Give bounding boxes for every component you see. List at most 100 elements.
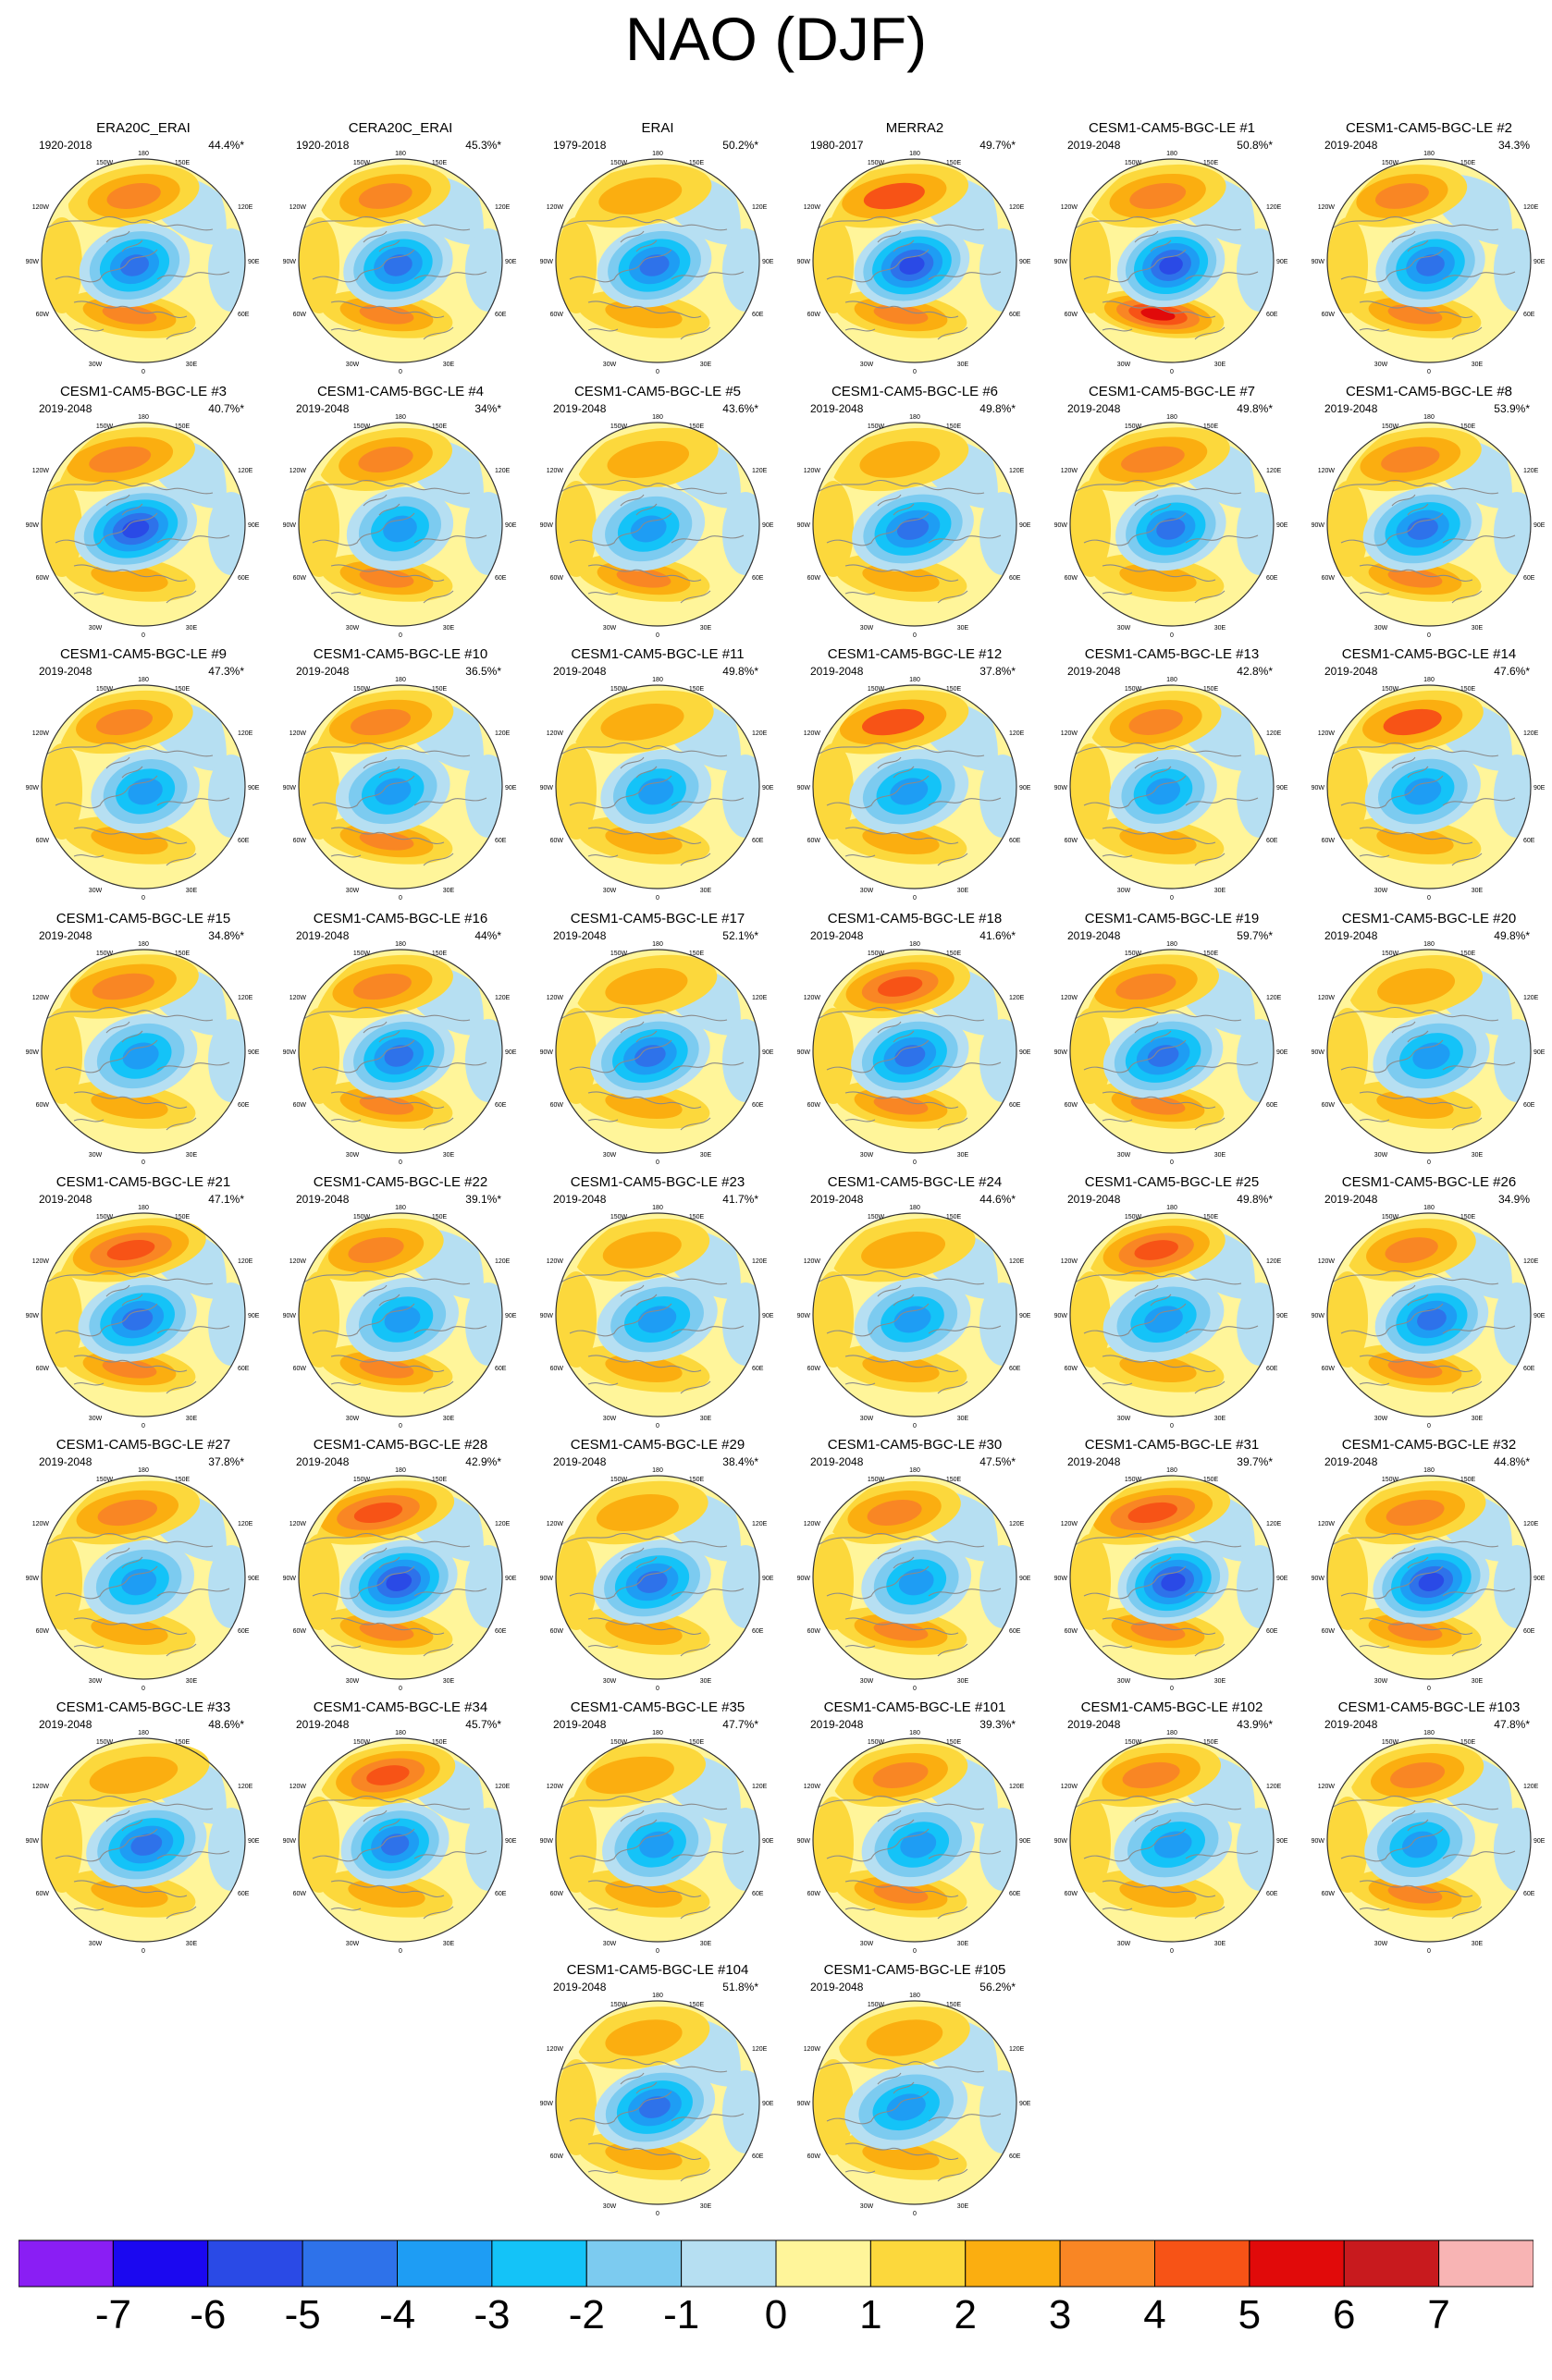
longitude-label: 180	[909, 414, 920, 421]
longitude-label: 90E	[1019, 2101, 1031, 2107]
longitude-label: 30E	[957, 362, 969, 368]
longitude-label: 90E	[1019, 1576, 1031, 1582]
longitude-label: 90E	[1019, 259, 1031, 265]
longitude-label: 90E	[1276, 522, 1288, 529]
longitude-label: 60E	[495, 312, 507, 318]
longitude-label: 150W	[1125, 423, 1142, 430]
longitude-label: 150E	[689, 686, 705, 693]
panel-variance-explained: 37.8%*	[979, 665, 1016, 678]
panel-period: 2019-2048	[1067, 1193, 1121, 1206]
longitude-label: 150E	[175, 423, 191, 430]
panel-period: 2019-2048	[1067, 139, 1121, 152]
longitude-label: 120W	[804, 1258, 821, 1265]
longitude-label: 120E	[1523, 995, 1539, 1001]
panel-period: 2019-2048	[1067, 665, 1121, 678]
longitude-label: 30W	[346, 888, 360, 894]
longitude-label: 150W	[868, 1739, 885, 1746]
longitude-label: 30E	[1214, 888, 1226, 894]
longitude-label: 60W	[807, 1891, 821, 1897]
longitude-label: 90E	[762, 785, 774, 791]
longitude-label: 150E	[432, 686, 448, 693]
panel-period: 2019-2048	[553, 929, 607, 942]
longitude-label: 60E	[1523, 312, 1535, 318]
longitude-label: 30E	[957, 1416, 969, 1422]
panel-variance-explained: 34.8%*	[208, 929, 244, 942]
longitude-label: 120W	[804, 1521, 821, 1527]
polar-stereographic-map: 180 150W 150E 120W 120E 90W 90E 60W 60E 30W 30E 0	[1312, 151, 1546, 375]
map-panel: 180 150W 150E 120W 120E 90W 90E 60W 60E 30W 30E 0 CE…	[1047, 384, 1297, 644]
longitude-label: 60E	[1266, 575, 1278, 582]
panel-period: 2019-2048	[39, 1718, 92, 1731]
longitude-label: 60E	[1523, 1628, 1535, 1635]
longitude-label: 120E	[752, 1521, 768, 1527]
polar-stereographic-map: 180 150W 150E 120W 120E 90W 90E 60W 60E 30W 30E 0	[797, 1467, 1031, 1692]
polar-stereographic-map: 180 150W 150E 120W 120E 90W 90E 60W 60E 30W 30E 0	[1054, 414, 1288, 639]
panel-period: 2019-2048	[296, 1193, 350, 1206]
longitude-label: 60W	[293, 1366, 307, 1372]
longitude-label: 120E	[238, 468, 253, 474]
longitude-label: 60E	[1009, 1891, 1021, 1897]
panel-variance-explained: 44%*	[474, 929, 501, 942]
panel-title: CESM1-CAM5-BGC-LE #104	[566, 1962, 749, 1978]
panel-period: 2019-2048	[1067, 1718, 1121, 1731]
polar-stereographic-map: 180 150W 150E 120W 120E 90W 90E 60W 60E 30W 30E 0	[540, 151, 774, 375]
longitude-label: 30W	[1374, 1416, 1388, 1422]
longitude-label: 30W	[1374, 888, 1388, 894]
panel-title: CESM1-CAM5-BGC-LE #30	[827, 1437, 1003, 1453]
longitude-label: 120E	[1523, 204, 1539, 211]
longitude-label: 150E	[175, 686, 191, 693]
panel-period: 2019-2048	[810, 929, 864, 942]
longitude-label: 150W	[868, 1214, 885, 1221]
panel-period: 2019-2048	[810, 1193, 864, 1206]
longitude-label: 180	[395, 1467, 406, 1474]
longitude-label: 180	[652, 1730, 663, 1736]
colorbar-box	[681, 2239, 777, 2288]
longitude-label: 0	[399, 1423, 402, 1429]
map-panel: 180 150W 150E 120W 120E 90W 90E 60W 60E 30W 30E 0 CE…	[533, 646, 782, 907]
colorbar-box	[585, 2239, 683, 2288]
longitude-label: 90E	[505, 522, 517, 529]
colorbar-tick-label: 3	[1048, 2292, 1072, 2337]
panel-title: CESM1-CAM5-BGC-LE #20	[1341, 911, 1517, 926]
panel-title: CESM1-CAM5-BGC-LE #9	[59, 646, 228, 662]
polar-stereographic-map: 180 150W 150E 120W 120E 90W 90E 60W 60E 30W 30E 0	[1054, 677, 1288, 902]
polar-stereographic-map: 180 150W 150E 120W 120E 90W 90E 60W 60E 30W 30E 0	[1054, 941, 1288, 1166]
longitude-label: 150E	[1460, 1739, 1476, 1746]
colorbar-box	[1154, 2239, 1250, 2288]
longitude-label: 60W	[1322, 838, 1336, 844]
map-panel: 180 150W 150E 120W 120E 90W 90E 60W 60E 30W 30E 0 CE…	[790, 646, 1040, 907]
polar-stereographic-map: 180 150W 150E 120W 120E 90W 90E 60W 60E 30W 30E 0	[797, 414, 1031, 639]
longitude-label: 90E	[1534, 522, 1546, 529]
polar-stereographic-map: 180 150W 150E 120W 120E 90W 90E 60W 60E 30W 30E 0	[283, 151, 517, 375]
longitude-label: 150W	[868, 423, 885, 430]
longitude-label: 120W	[32, 204, 50, 211]
longitude-label: 90E	[1276, 1313, 1288, 1319]
longitude-label: 120W	[804, 730, 821, 737]
longitude-label: 150W	[610, 423, 628, 430]
longitude-label: 30E	[1214, 362, 1226, 368]
panel-title: CERA20C_ERAI	[348, 120, 453, 136]
longitude-label: 120E	[1009, 1784, 1025, 1790]
longitude-label: 30W	[89, 1678, 103, 1685]
longitude-label: 90E	[505, 785, 517, 791]
longitude-label: 30E	[186, 1416, 198, 1422]
longitude-label: 180	[652, 1993, 663, 1999]
longitude-label: 30W	[1117, 625, 1131, 632]
longitude-label: 120W	[1061, 204, 1078, 211]
longitude-label: 30E	[1214, 1941, 1226, 1947]
longitude-label: 60E	[1009, 1628, 1021, 1635]
longitude-label: 60W	[1322, 575, 1336, 582]
longitude-label: 120W	[1061, 1521, 1078, 1527]
longitude-label: 150E	[175, 1214, 191, 1221]
longitude-label: 90W	[797, 1838, 811, 1845]
longitude-label: 120W	[1061, 468, 1078, 474]
polar-stereographic-map: 180 150W 150E 120W 120E 90W 90E 60W 60E 30W 30E 0	[1312, 941, 1546, 1166]
polar-stereographic-map: 180 150W 150E 120W 120E 90W 90E 60W 60E 30W 30E 0	[540, 677, 774, 902]
longitude-label: 150W	[1382, 686, 1399, 693]
longitude-label: 60E	[495, 1102, 507, 1109]
colorbar-tick-label: 6	[1333, 2292, 1356, 2337]
longitude-label: 150E	[175, 951, 191, 957]
longitude-label: 60E	[495, 1366, 507, 1372]
panel-period: 2019-2048	[1324, 1455, 1378, 1468]
panel-period: 2019-2048	[296, 402, 350, 415]
